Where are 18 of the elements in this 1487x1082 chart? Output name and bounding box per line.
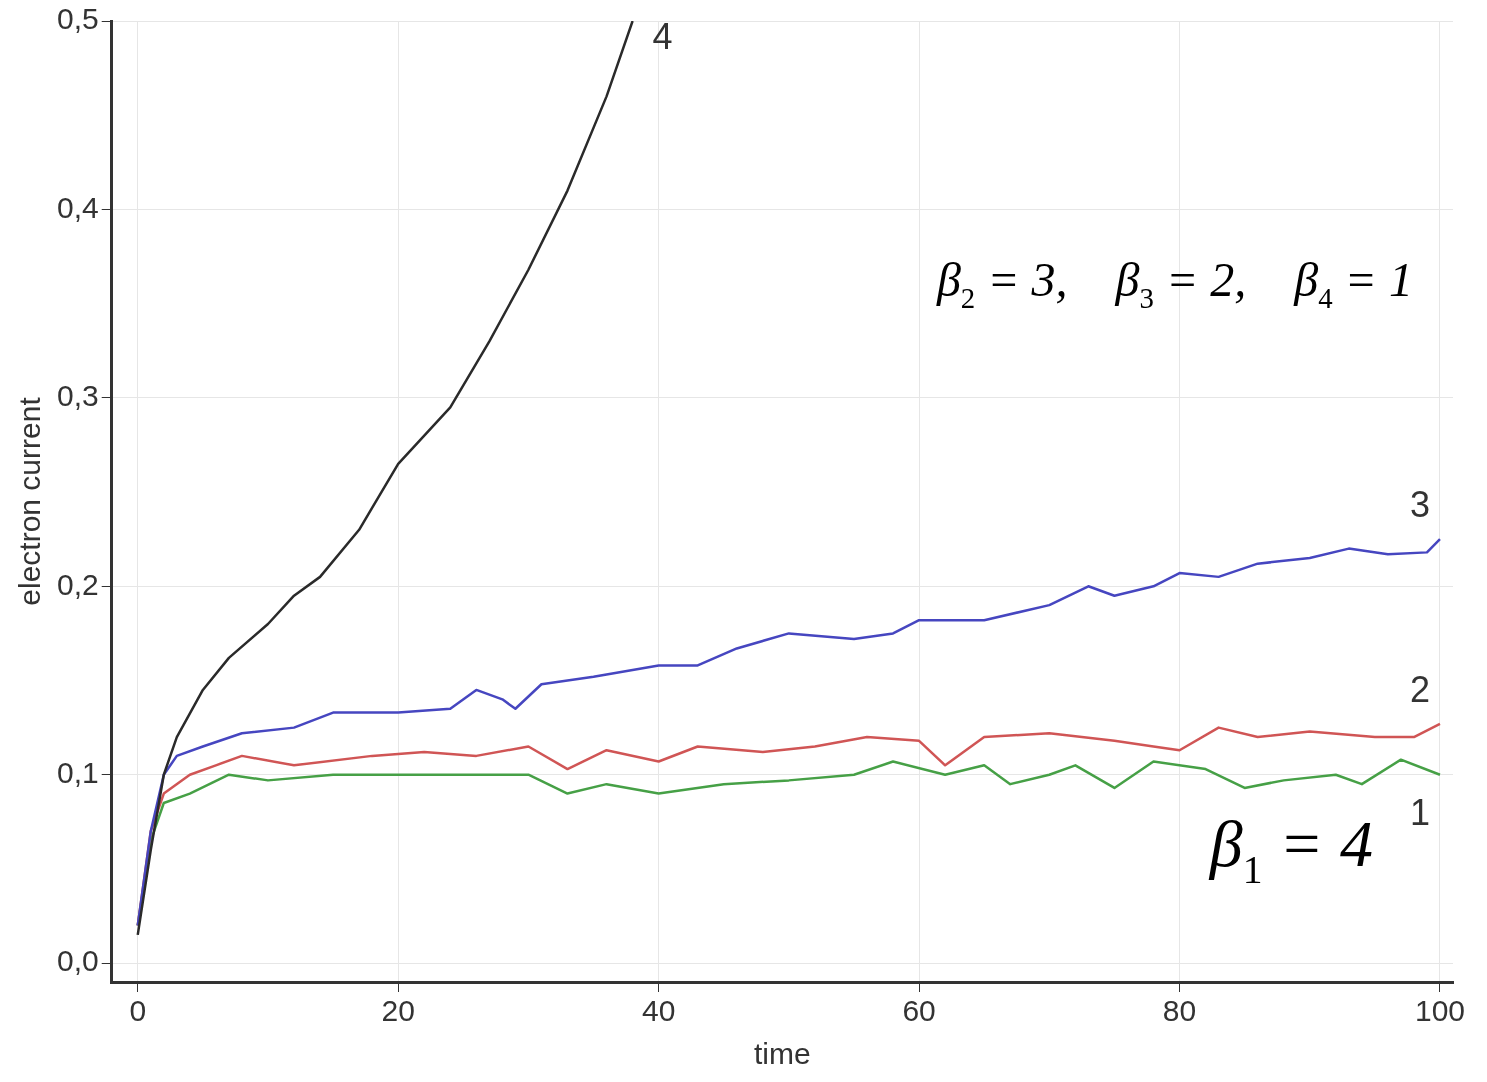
x-tick-label: 80 (1162, 994, 1197, 1028)
series-label: 1 (1409, 791, 1430, 833)
x-axis-title: time (754, 1037, 811, 1071)
x-tick-label: 40 (641, 994, 676, 1028)
series-label: 3 (1409, 484, 1430, 526)
series-label: 4 (652, 15, 673, 57)
x-tick-label: 60 (902, 994, 936, 1028)
y-tick-label: 0,0 (56, 944, 99, 978)
y-axis-title: electron current (13, 396, 47, 606)
y-tick-label: 0,5 (56, 2, 99, 36)
series-label: 2 (1409, 668, 1430, 710)
x-tick-label: 0 (129, 994, 147, 1028)
x-tick-label: 100 (1414, 994, 1466, 1028)
x-tick-label: 20 (381, 994, 415, 1028)
y-tick-label: 0,4 (56, 190, 99, 224)
y-tick-label: 0,3 (56, 379, 99, 413)
y-tick-label: 0,2 (56, 567, 99, 601)
y-tick-label: 0,1 (56, 755, 99, 789)
